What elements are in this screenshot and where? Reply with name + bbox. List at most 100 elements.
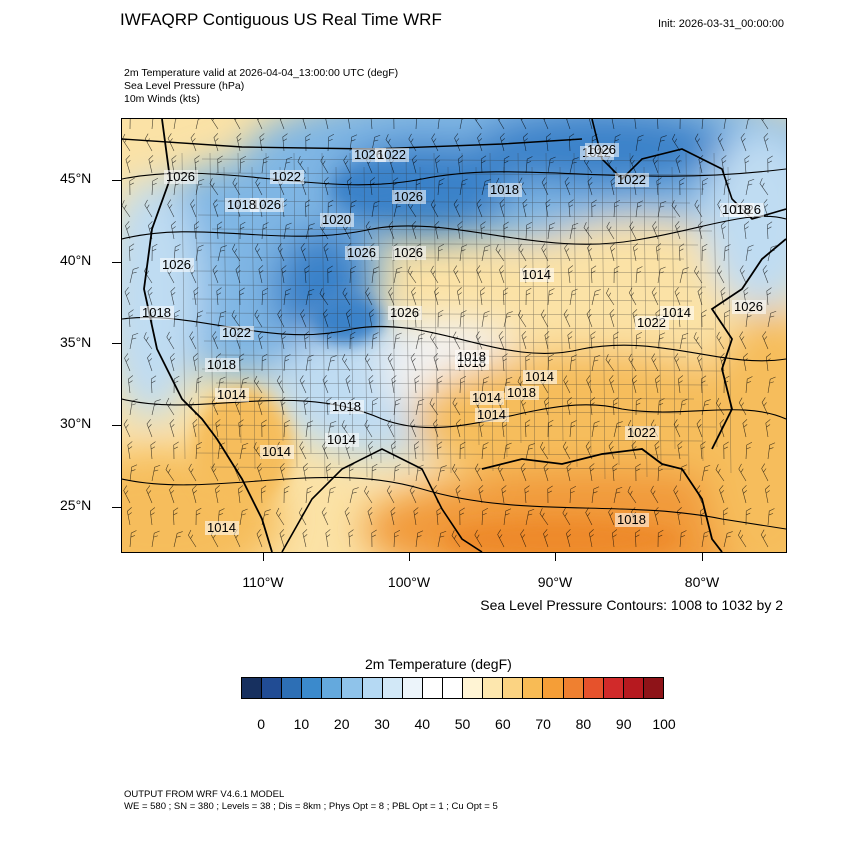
subtitle-temperature: 2m Temperature valid at 2026-04-04_13:00…: [124, 67, 399, 79]
wind-barb: [475, 331, 483, 350]
wind-barb: [456, 419, 461, 438]
colorbar-tick-label: 10: [293, 716, 310, 732]
wind-barb: [343, 155, 351, 174]
wind-barb: [452, 397, 461, 416]
lat-label-45n: 45°N: [60, 170, 92, 186]
wind-barb: [586, 309, 593, 328]
svg-text:1026: 1026: [252, 197, 281, 212]
wind-barb: [190, 133, 197, 152]
wind-barb: [430, 199, 439, 218]
wind-barb: [457, 287, 462, 306]
wind-barb: [254, 309, 263, 328]
wind-barb: [613, 486, 623, 504]
wind-barbs: [122, 119, 777, 548]
wind-barb: [232, 119, 241, 130]
wind-barb: [503, 311, 513, 328]
wind-barb: [127, 507, 132, 526]
wind-barb: [129, 464, 138, 482]
wind-barb: [503, 155, 510, 174]
wind-barb: [320, 155, 329, 174]
wind-barb: [720, 287, 726, 306]
wind-barb: [635, 463, 641, 482]
wind-barb: [739, 265, 747, 284]
colorbar-swatch: [382, 678, 403, 698]
wind-barb: [144, 199, 153, 218]
wind-barb: [393, 464, 401, 482]
wind-barb: [525, 222, 533, 240]
wind-barb: [391, 375, 397, 394]
wind-barb: [410, 353, 417, 372]
wind-barb: [344, 507, 351, 526]
wind-barb: [122, 200, 131, 218]
colorbar-swatch: [503, 678, 524, 698]
wind-barb: [193, 353, 198, 372]
wind-barb: [346, 309, 351, 328]
colorbar-tick-label: 80: [575, 716, 592, 732]
wind-barb: [609, 309, 615, 328]
wind-barb: [283, 222, 292, 240]
wind-barb: [257, 397, 263, 416]
colorbar-tick-label: 70: [535, 716, 551, 732]
wind-barb: [254, 243, 263, 262]
wind-barb: [129, 267, 139, 284]
wind-barb: [434, 287, 439, 306]
wind-barb: [148, 155, 154, 174]
wind-barb: [723, 244, 731, 262]
wind-barb: [371, 398, 379, 416]
wind-barb: [124, 287, 131, 306]
pressure-label: 1014: [475, 407, 509, 422]
weather-map: 1026102210261026101810261022102210221026…: [121, 118, 787, 553]
wind-barb: [215, 419, 221, 438]
wind-barb: [503, 221, 509, 240]
pressure-label: 1018: [488, 182, 522, 197]
wind-barb: [459, 441, 466, 460]
wind-barb: [589, 463, 595, 482]
wind-barb: [258, 331, 263, 350]
svg-text:1026: 1026: [394, 189, 423, 204]
colorbar-swatch: [463, 678, 484, 698]
wind-barb: [261, 419, 267, 438]
colorbar-swatch: [523, 678, 544, 698]
wind-barb: [453, 265, 461, 284]
wind-barb: [497, 529, 505, 548]
wind-barb: [540, 441, 549, 460]
wind-barb: [261, 222, 269, 240]
wind-barb: [302, 529, 308, 548]
wind-barb: [540, 309, 549, 328]
wind-barb: [371, 200, 380, 218]
wind-barb: [415, 464, 424, 482]
wind-barb: [283, 288, 292, 306]
wind-barb: [583, 222, 593, 240]
wind-barb: [606, 221, 615, 240]
wind-barb: [701, 119, 709, 130]
subtitle-pressure: Sea Level Pressure (hPa): [124, 80, 245, 92]
wind-barb: [348, 463, 355, 482]
wind-barb: [188, 529, 197, 548]
wind-barb: [414, 375, 420, 394]
wind-barb: [479, 287, 486, 306]
pressure-label: 1014: [523, 369, 557, 384]
pressure-label: 1026: [160, 257, 194, 272]
svg-text:1014: 1014: [262, 444, 291, 459]
wind-barb: [766, 287, 772, 306]
wind-barb: [588, 119, 593, 130]
wind-barb: [651, 353, 659, 372]
wind-barb: [305, 486, 313, 504]
wind-barb: [349, 266, 357, 284]
wind-barb: [348, 529, 354, 548]
svg-text:1018: 1018: [207, 357, 236, 372]
colorbar-swatch: [402, 678, 423, 698]
wind-barb: [652, 155, 659, 174]
wind-barb: [429, 398, 439, 416]
wind-barb: [283, 420, 291, 438]
lat-label-40n: 40°N: [60, 252, 92, 268]
wind-barb: [613, 265, 620, 284]
wind-barb: [697, 353, 703, 372]
wind-barb: [657, 529, 664, 548]
wind-barb: [701, 464, 711, 482]
wind-barb: [431, 133, 439, 152]
wind-barb: [407, 266, 417, 284]
wind-barb: [657, 135, 667, 152]
wind-barb: [364, 485, 373, 504]
wind-barb: [672, 133, 681, 152]
